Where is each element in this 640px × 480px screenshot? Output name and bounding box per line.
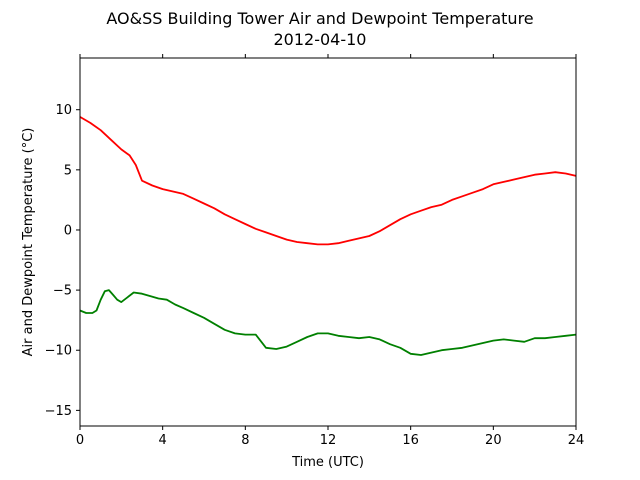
y-tick-label: 10: [55, 103, 72, 118]
series-line-0: [79, 116, 577, 246]
y-tick-label: 0: [64, 223, 72, 238]
y-tick-label: −5: [53, 284, 72, 299]
x-axis-label: Time (UTC): [291, 455, 364, 470]
chart-title: AO&SS Building Tower Air and Dewpoint Te…: [106, 9, 533, 28]
x-tick-label: 12: [320, 433, 337, 448]
y-tick-label: 5: [64, 163, 72, 178]
y-axis-label: Air and Dewpoint Temperature (°C): [21, 128, 36, 357]
x-tick-label: 24: [568, 433, 585, 448]
y-tick-label: −15: [45, 404, 72, 419]
series-line-1: [79, 289, 577, 356]
chart-subtitle: 2012-04-10: [274, 30, 367, 49]
y-tick-label: −10: [45, 344, 72, 359]
x-tick-label: 4: [159, 433, 167, 448]
plot-frame: [79, 57, 577, 427]
plot-area: 0 4 8 12 16 20 24 −15 −10 −5 0 5 10: [45, 54, 585, 448]
x-tick-label: 0: [76, 433, 84, 448]
x-tick-label: 20: [485, 433, 502, 448]
x-tick-label: 16: [402, 433, 419, 448]
x-tick-label: 8: [241, 433, 249, 448]
